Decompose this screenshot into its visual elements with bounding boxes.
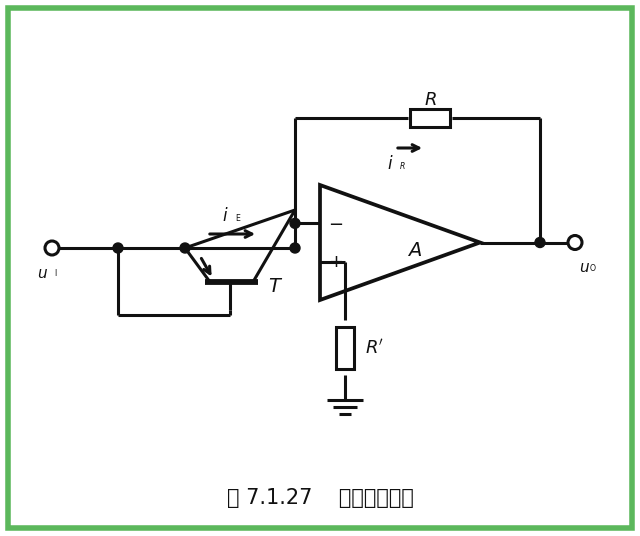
Circle shape bbox=[180, 243, 190, 253]
Text: $+$: $+$ bbox=[328, 252, 344, 271]
Text: $_\mathrm{E}$: $_\mathrm{E}$ bbox=[235, 213, 241, 225]
Text: $A$: $A$ bbox=[408, 241, 422, 260]
Text: $R$: $R$ bbox=[424, 91, 436, 109]
Text: $R'$: $R'$ bbox=[365, 338, 384, 357]
Text: $u$: $u$ bbox=[37, 266, 48, 281]
Circle shape bbox=[290, 243, 300, 253]
Circle shape bbox=[290, 218, 300, 228]
Text: $i$: $i$ bbox=[221, 207, 228, 225]
Bar bbox=[410, 109, 450, 127]
Text: $-$: $-$ bbox=[328, 214, 344, 232]
Circle shape bbox=[568, 235, 582, 249]
Text: $u$: $u$ bbox=[579, 260, 590, 276]
Text: $i$: $i$ bbox=[387, 155, 393, 173]
Circle shape bbox=[45, 241, 59, 255]
Circle shape bbox=[535, 237, 545, 248]
Bar bbox=[336, 326, 354, 369]
Circle shape bbox=[113, 243, 123, 253]
Text: $_R$: $_R$ bbox=[399, 161, 405, 173]
Text: $_\mathrm{O}$: $_\mathrm{O}$ bbox=[589, 263, 596, 275]
Text: $T$: $T$ bbox=[268, 278, 284, 296]
Text: 图 7.1.27    指数运算电路: 图 7.1.27 指数运算电路 bbox=[227, 488, 413, 508]
Text: $_\mathrm{I}$: $_\mathrm{I}$ bbox=[54, 268, 58, 280]
